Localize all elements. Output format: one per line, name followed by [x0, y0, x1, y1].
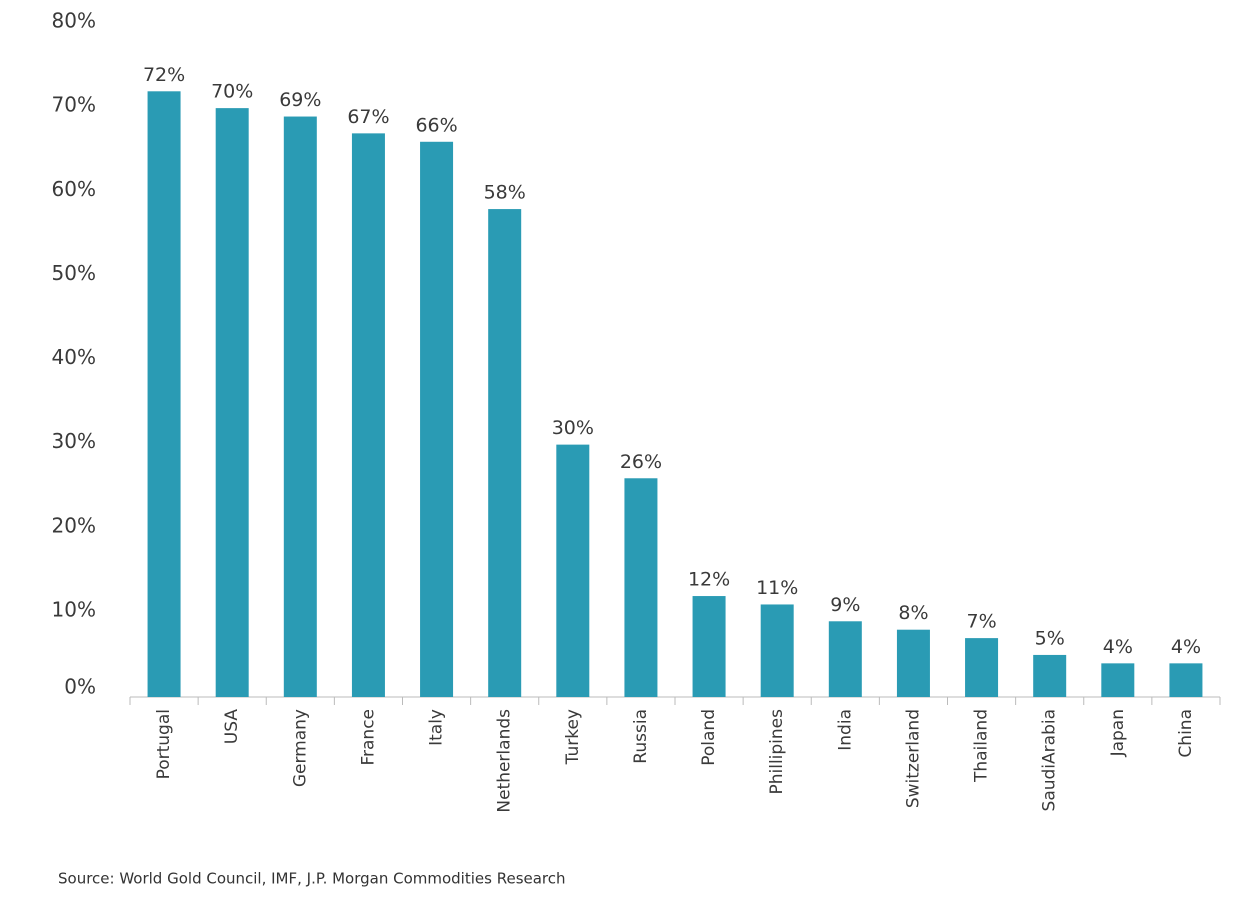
data-label: 26% — [620, 451, 662, 473]
bar — [1101, 663, 1135, 697]
data-label: 9% — [830, 594, 860, 616]
x-tick-label: Germany — [290, 709, 310, 787]
x-tick-label: USA — [222, 709, 242, 745]
bar — [760, 604, 794, 697]
data-label: 12% — [688, 569, 730, 591]
bar — [692, 596, 726, 697]
data-label: 66% — [415, 114, 457, 136]
y-tick-label: 20% — [52, 513, 96, 537]
data-label: 70% — [211, 81, 253, 103]
source-note: Source: World Gold Council, IMF, J.P. Mo… — [58, 870, 566, 888]
bar — [556, 444, 590, 697]
x-tick-label: China — [1176, 709, 1196, 758]
x-tick-label: Italy — [427, 709, 447, 746]
y-tick-label: 40% — [52, 345, 96, 369]
x-tick-label: Turkey — [563, 709, 583, 765]
data-label: 11% — [756, 577, 798, 599]
y-tick-label: 30% — [52, 429, 96, 453]
bar — [828, 621, 862, 697]
data-label: 4% — [1171, 636, 1201, 658]
x-tick-label: Portugal — [154, 709, 174, 779]
data-label: 72% — [143, 64, 185, 86]
bar — [896, 629, 930, 697]
data-label: 4% — [1103, 636, 1133, 658]
x-tick-label: India — [835, 709, 855, 751]
x-tick-label: Japan — [1108, 709, 1128, 757]
x-tick-label: Switzerland — [903, 709, 923, 808]
x-tick-label: France — [358, 709, 378, 766]
bar — [965, 638, 999, 697]
x-tick-label: Thailand — [972, 709, 992, 783]
bar — [1033, 654, 1067, 697]
y-tick-label: 60% — [52, 177, 96, 201]
x-tick-label: Netherlands — [495, 709, 515, 813]
bar — [420, 141, 454, 697]
data-label: 30% — [552, 417, 594, 439]
x-tick-label: Poland — [699, 709, 719, 766]
bar — [215, 108, 249, 697]
bar — [351, 133, 385, 698]
bar — [488, 209, 522, 697]
x-tick-label: Russia — [631, 709, 651, 764]
data-label: 5% — [1035, 627, 1065, 649]
data-label: 69% — [279, 89, 321, 111]
bar — [624, 478, 658, 697]
y-tick-label: 0% — [64, 675, 96, 699]
data-label: 7% — [966, 611, 996, 633]
y-tick-label: 50% — [52, 261, 96, 285]
data-label: 8% — [898, 602, 928, 624]
y-tick-label: 10% — [52, 597, 96, 621]
bar — [1169, 663, 1203, 697]
bar — [283, 116, 317, 698]
y-tick-label: 70% — [52, 93, 96, 117]
x-tick-label: SaudiArabia — [1040, 709, 1060, 811]
y-tick-label: 80% — [52, 9, 96, 33]
data-label: 67% — [347, 106, 389, 128]
x-tick-label: Phillipines — [767, 709, 787, 795]
bar — [147, 91, 181, 698]
data-label: 58% — [484, 182, 526, 204]
